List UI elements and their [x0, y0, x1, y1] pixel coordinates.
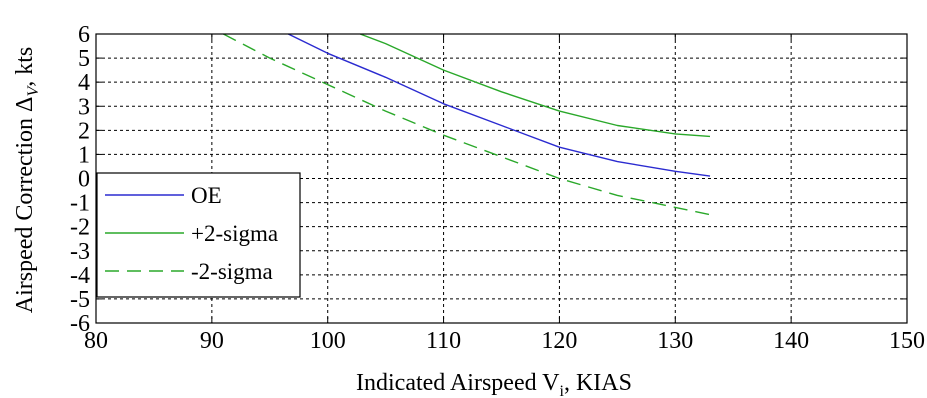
y-tick-label: 0	[78, 167, 90, 193]
y-tick-label: 6	[78, 22, 90, 48]
y-tick-label: -4	[70, 263, 90, 289]
series-line-2	[359, 33, 711, 138]
y-tick-label: 4	[78, 70, 90, 96]
legend-label: +2-sigma	[191, 221, 278, 246]
x-tick-label: 140	[773, 328, 809, 354]
legend-label: -2-sigma	[191, 259, 273, 284]
legend-box	[96, 172, 301, 298]
y-tick-label: 1	[78, 142, 90, 168]
y-tick-label: -1	[70, 191, 90, 217]
x-tick-label: 80	[84, 328, 108, 354]
y-tick-label: -3	[70, 239, 90, 265]
x-tick-labels: 80 90 100 110 120 130 140 150	[84, 328, 925, 354]
y-tick-label: -5	[70, 287, 90, 313]
y-tick-label: -2	[70, 215, 90, 241]
legend-label: OE	[191, 183, 222, 208]
y-tick-label: 2	[78, 118, 90, 144]
y-tick-label: -6	[70, 311, 90, 337]
x-axis-label: Indicated Airspeed Vi, KIAS	[356, 370, 632, 398]
x-tick-label: 110	[426, 328, 461, 354]
y-axis-label: Airspeed Correction ΔV, kts	[12, 47, 42, 314]
y-tick-label: 5	[78, 46, 90, 72]
series-line-1	[287, 33, 711, 177]
x-tick-label: 130	[657, 328, 693, 354]
x-tick-label: 90	[200, 328, 224, 354]
legend: OE +2-sigma -2-sigma	[96, 172, 301, 298]
y-tick-label: 3	[78, 94, 90, 120]
x-tick-label: 100	[310, 328, 346, 354]
series-line-3	[223, 33, 711, 216]
x-tick-label: 150	[889, 328, 925, 354]
grid-lines	[95, 33, 908, 324]
x-tick-label: 120	[541, 328, 577, 354]
series-lines	[223, 33, 711, 216]
